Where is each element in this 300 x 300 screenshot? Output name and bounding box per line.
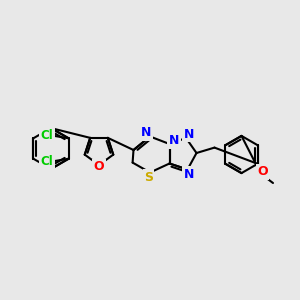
Text: N: N bbox=[141, 126, 152, 140]
Text: O: O bbox=[94, 160, 104, 173]
Text: N: N bbox=[169, 134, 179, 148]
Text: Cl: Cl bbox=[40, 129, 53, 142]
Text: S: S bbox=[144, 171, 153, 184]
Text: Cl: Cl bbox=[40, 155, 53, 168]
Text: O: O bbox=[257, 165, 268, 178]
Text: N: N bbox=[184, 168, 194, 181]
Text: N: N bbox=[184, 128, 194, 141]
